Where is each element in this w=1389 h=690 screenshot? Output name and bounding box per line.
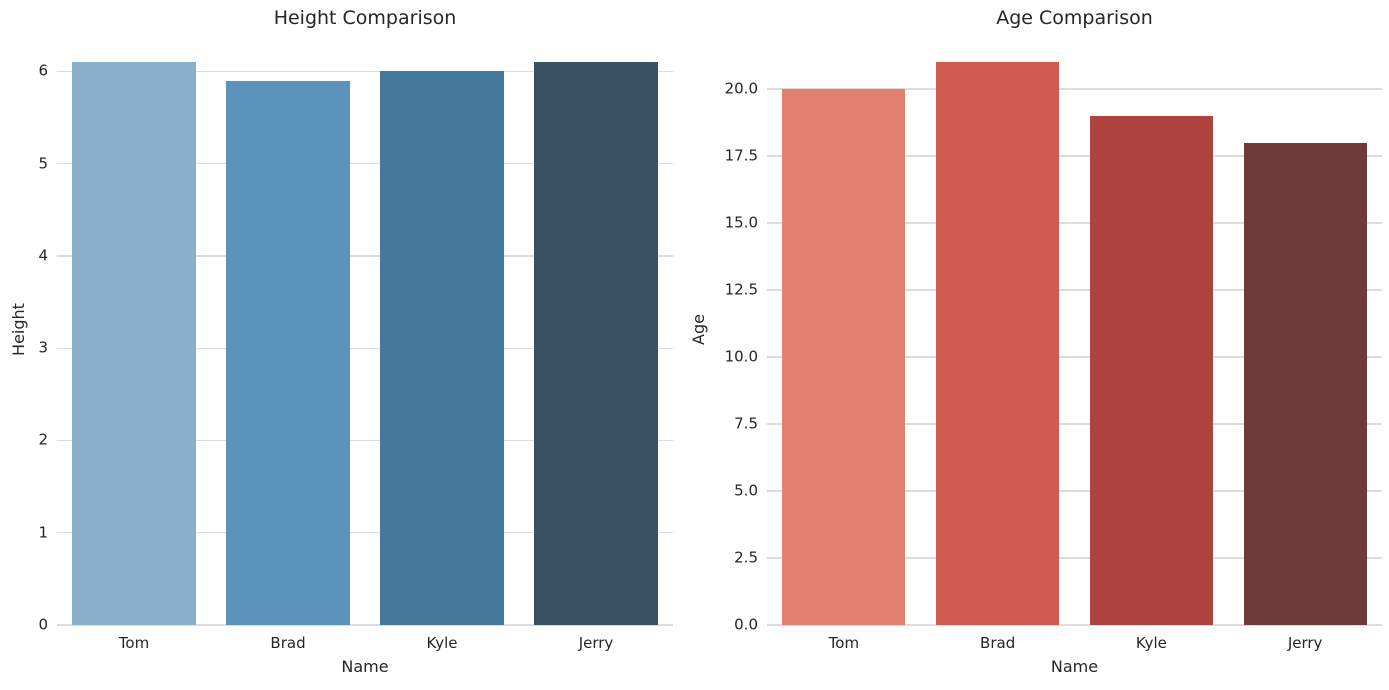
bar-jerry [1243, 142, 1367, 625]
bar-tom [72, 62, 196, 625]
y-tick-label: 4 [38, 246, 48, 265]
grid-line [57, 532, 673, 534]
chart-title: Age Comparison [996, 7, 1153, 29]
bar-tom [782, 88, 906, 625]
y-tick-label: 7.5 [734, 414, 758, 433]
plot-area: 0 1 2 3 4 5 6 Tom Brad Kyle Jerry [38, 34, 673, 652]
grid-line [767, 423, 1382, 425]
bar-brad [936, 62, 1060, 625]
plot-area: 0.0 2.5 5.0 7.5 10.0 12.5 15.0 17.5 20.0 Tom Brad K… [725, 34, 1382, 652]
x-tick-label: Brad [270, 634, 306, 652]
y-tick-label: 0.0 [734, 615, 758, 634]
y-tick-label: 2 [38, 430, 48, 449]
x-tick-label: Tom [828, 634, 860, 652]
y-axis-label-container: Height [8, 34, 28, 625]
y-tick-label: 3 [38, 338, 48, 357]
y-tick-label: 5.0 [734, 481, 758, 500]
y-tick-label: 0 [38, 615, 48, 634]
y-tick-label: 5 [38, 154, 48, 173]
x-tick-label: Jerry [578, 634, 614, 652]
grid-line [57, 347, 673, 349]
y-axis-label-container: Age [688, 34, 708, 625]
grid-line [767, 356, 1382, 358]
y-tick-label: 15.0 [724, 213, 758, 232]
bar-jerry [534, 62, 658, 625]
x-tick-label: Tom [118, 634, 150, 652]
grid-line [767, 88, 1382, 90]
grid-line [57, 439, 673, 442]
grid-line [767, 222, 1382, 224]
x-tick-label: Kyle [426, 634, 458, 652]
x-tick-label: Brad [980, 634, 1016, 652]
chart-title: Height Comparison [273, 7, 457, 29]
y-axis-label: Age [688, 314, 708, 345]
grid-line [767, 490, 1382, 492]
y-tick-label: 10.0 [724, 347, 758, 366]
age-comparison-chart: Age Comparison Age 0.0 2.5 5.0 7.5 10.0 12.5 1… [689, 7, 1382, 676]
bar-brad [226, 80, 350, 625]
y-tick-label: 6 [38, 61, 48, 80]
y-tick-label: 1 [38, 523, 48, 542]
bar-kyle [1089, 115, 1213, 625]
x-axis-label: Name [1050, 657, 1099, 676]
y-tick-label: 20.0 [724, 79, 758, 98]
grid-line [767, 624, 1382, 626]
height-comparison-chart: Height Comparison Height 0 1 2 3 4 5 6 Tom Brad K… [9, 7, 673, 676]
x-tick-label: Jerry [1287, 634, 1323, 652]
x-axis-label: Name [341, 657, 389, 676]
y-tick-label: 12.5 [724, 280, 758, 299]
grid-line [767, 289, 1382, 291]
grid-line [57, 255, 673, 257]
y-axis-label: Height [8, 303, 28, 356]
grid-line [767, 557, 1382, 559]
y-tick-label: 2.5 [734, 548, 758, 567]
grid-line [767, 155, 1382, 157]
grid-line [57, 163, 673, 165]
grid-line [57, 70, 673, 72]
grid-line [57, 624, 673, 626]
x-tick-label: Kyle [1135, 634, 1167, 652]
y-tick-label: 17.5 [724, 146, 758, 165]
bar-kyle [380, 71, 504, 625]
